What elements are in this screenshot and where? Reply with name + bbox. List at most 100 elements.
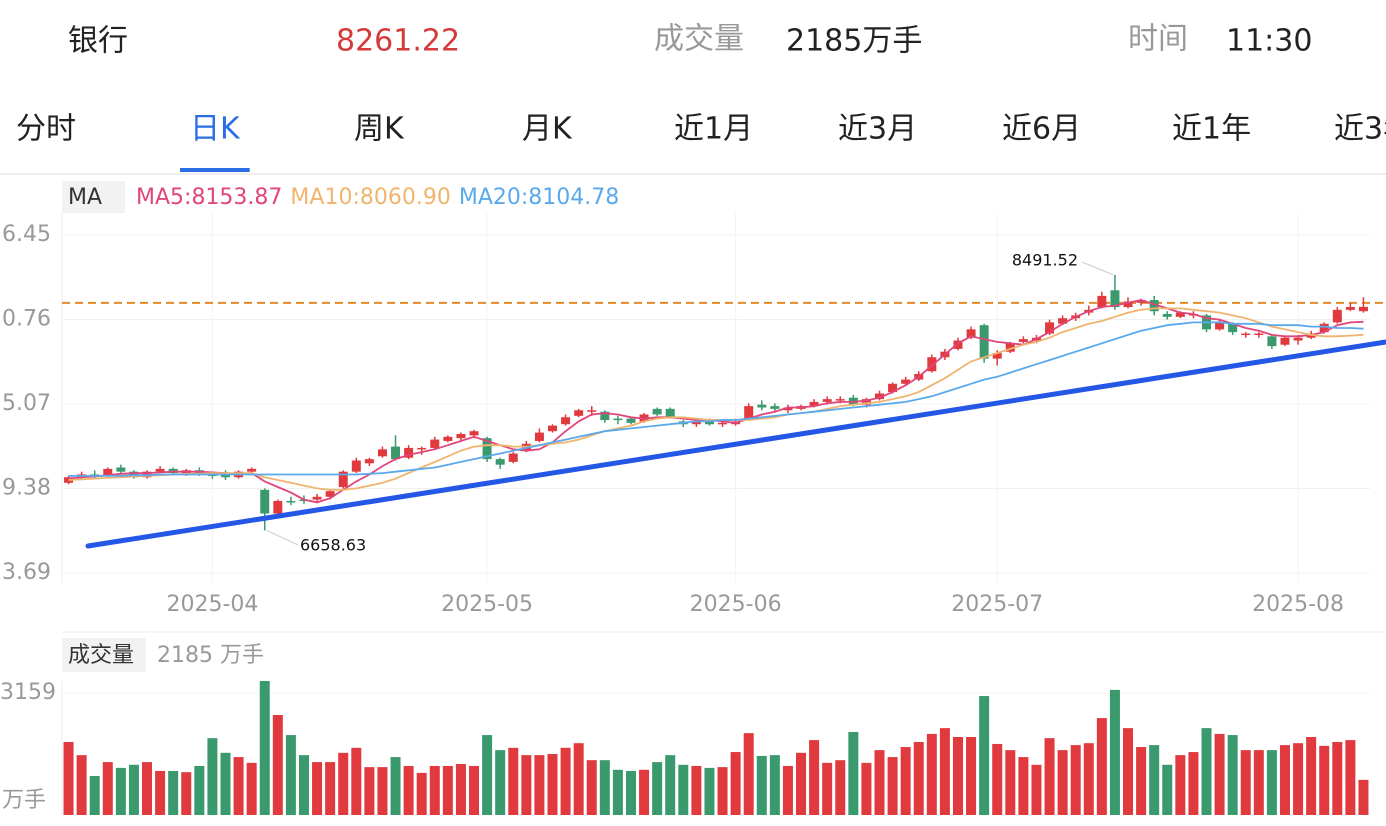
volume-chart: 3159 bbox=[0, 680, 1370, 815]
tab[interactable]: 分时 bbox=[16, 112, 76, 147]
candle-body bbox=[377, 449, 387, 457]
volume-bar bbox=[1201, 728, 1212, 815]
annotation-leader bbox=[1081, 261, 1114, 276]
candle-body bbox=[103, 468, 113, 476]
candle-body bbox=[953, 340, 963, 349]
volume-bar bbox=[1279, 745, 1290, 815]
volume-bar bbox=[508, 747, 519, 815]
candle-body bbox=[770, 406, 780, 409]
volume-bar bbox=[534, 755, 545, 815]
y-tick-label: 0.76 bbox=[2, 306, 51, 331]
volume-bar bbox=[1227, 735, 1238, 815]
tab[interactable]: 近3年 bbox=[1334, 112, 1386, 147]
volume-bar bbox=[887, 757, 898, 815]
volume-bar bbox=[429, 765, 440, 815]
ma-line bbox=[68, 299, 1364, 504]
y-tick-label: 3.69 bbox=[2, 560, 51, 585]
volume-bar bbox=[102, 762, 113, 815]
candle-body bbox=[1110, 290, 1120, 308]
volume-bar bbox=[1175, 755, 1186, 815]
volume-bar bbox=[233, 757, 244, 815]
volume-bar bbox=[76, 755, 87, 815]
tab[interactable]: 近6月 bbox=[1002, 112, 1081, 147]
volume: 2185万手 bbox=[786, 24, 922, 59]
x-tick-label: 2025-06 bbox=[690, 592, 782, 617]
volume-bar bbox=[246, 762, 257, 815]
candle-body bbox=[744, 406, 754, 419]
candle-body bbox=[116, 467, 126, 472]
tab-underline bbox=[180, 168, 250, 172]
volume-bar bbox=[155, 770, 166, 815]
volume-bar bbox=[782, 765, 793, 815]
volume-label: 成交量 bbox=[654, 22, 744, 57]
volume-bar bbox=[966, 736, 977, 815]
ma-line bbox=[68, 307, 1364, 491]
volume-bar bbox=[194, 765, 205, 815]
volume-bar bbox=[1253, 750, 1264, 815]
candle-body bbox=[809, 401, 819, 407]
candle-body bbox=[469, 431, 479, 436]
volume-bar bbox=[390, 757, 401, 815]
candle-body bbox=[901, 379, 911, 384]
candle-body bbox=[757, 404, 767, 408]
legend-entry: MA10:8060.90 bbox=[290, 185, 450, 210]
volume-bar bbox=[1358, 779, 1369, 815]
volume-bar bbox=[1266, 750, 1277, 815]
volume-tag: 成交量 bbox=[68, 643, 134, 668]
tab[interactable]: 月K bbox=[522, 112, 573, 147]
volume-bar bbox=[822, 762, 833, 815]
volume-tag-bg bbox=[62, 638, 146, 672]
candle-body bbox=[1018, 339, 1028, 342]
candle-body bbox=[875, 393, 884, 400]
candle-body bbox=[888, 383, 898, 393]
volume-bar bbox=[63, 742, 74, 815]
candle-body bbox=[260, 489, 270, 514]
volume-bar bbox=[482, 735, 493, 815]
candle-body bbox=[273, 500, 283, 514]
volume-bar bbox=[298, 755, 309, 815]
tab[interactable]: 近1年 bbox=[1172, 112, 1251, 147]
tab[interactable]: 周K bbox=[354, 112, 405, 147]
volume-bar bbox=[1031, 764, 1042, 815]
candle-body bbox=[548, 425, 557, 432]
time-label: 时间 bbox=[1128, 22, 1188, 57]
volume-bar bbox=[939, 728, 950, 815]
candle-body bbox=[1280, 337, 1290, 345]
candle-body bbox=[1045, 322, 1055, 334]
candle-body bbox=[417, 447, 427, 450]
volume-bar bbox=[1162, 764, 1173, 815]
candle-body bbox=[364, 459, 374, 464]
tab[interactable]: 日K bbox=[190, 112, 241, 147]
candle-body bbox=[652, 408, 662, 415]
candle-body bbox=[1254, 333, 1264, 336]
volume-bar bbox=[312, 762, 323, 815]
candle-body bbox=[1058, 318, 1068, 324]
candle-body bbox=[1149, 300, 1159, 312]
volume-bar bbox=[1018, 757, 1029, 815]
volume-bar bbox=[639, 769, 650, 815]
volume-bar bbox=[835, 760, 846, 815]
volume-bar bbox=[128, 764, 139, 815]
candle-body bbox=[286, 500, 296, 503]
candle-body bbox=[508, 453, 518, 462]
tab[interactable]: 近1月 bbox=[674, 112, 753, 147]
volume-bar bbox=[743, 733, 754, 815]
x-tick-label: 2025-04 bbox=[166, 592, 258, 617]
volume-bar bbox=[730, 752, 741, 815]
volume-bar bbox=[1214, 733, 1225, 815]
volume-bar bbox=[325, 762, 336, 815]
ma-tag: MA bbox=[68, 185, 102, 210]
candle-body bbox=[992, 353, 1002, 359]
volume-bar bbox=[586, 760, 597, 815]
y-tick-label: 3159 bbox=[0, 680, 56, 705]
volume-bar bbox=[979, 696, 990, 815]
candle-body bbox=[1332, 309, 1342, 323]
volume-bar bbox=[717, 767, 728, 815]
volume-bar bbox=[926, 733, 937, 815]
candle-body bbox=[1345, 307, 1355, 310]
tab[interactable]: 近3月 bbox=[838, 112, 917, 147]
candle-body bbox=[1293, 337, 1303, 341]
volume-bar bbox=[1240, 750, 1251, 815]
volume-subtitle: 2185 万手 bbox=[157, 643, 264, 668]
candle-body bbox=[1005, 343, 1015, 352]
